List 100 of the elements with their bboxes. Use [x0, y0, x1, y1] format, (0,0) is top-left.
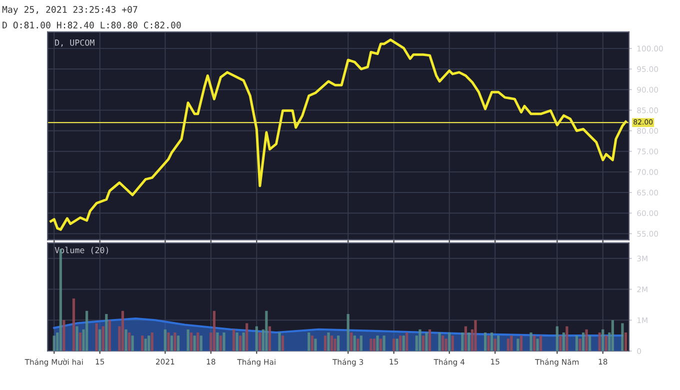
bar: [164, 329, 166, 351]
bar: [128, 332, 131, 351]
bar: [85, 310, 88, 351]
bar: [212, 310, 216, 351]
bar: [131, 336, 134, 351]
bar: [575, 336, 578, 351]
bar: [621, 323, 624, 351]
bar: [372, 338, 376, 351]
bar: [562, 332, 565, 351]
bar: [520, 336, 523, 351]
bar: [490, 332, 494, 351]
bar: [200, 336, 202, 351]
bar: [428, 329, 432, 351]
bar: [239, 336, 242, 351]
bar: [246, 323, 248, 351]
bar: [532, 336, 536, 351]
bar: [497, 336, 500, 351]
bar: [602, 329, 604, 351]
bar: [216, 332, 219, 351]
bar: [150, 332, 154, 351]
bar: [566, 326, 568, 351]
bar: [406, 332, 408, 351]
bar: [438, 332, 441, 351]
bar: [281, 336, 284, 351]
bar: [556, 326, 558, 351]
bar: [418, 329, 422, 351]
bar: [78, 332, 82, 351]
bar: [102, 326, 104, 351]
text: D, UPCOM: [55, 39, 94, 47]
bar: [334, 338, 336, 351]
bar: [52, 336, 56, 351]
text: D O:81.00 H:82.40 L:80.80 C:82.00: [2, 22, 181, 28]
bar: [242, 332, 245, 351]
bar: [310, 336, 314, 351]
bar: [598, 332, 601, 351]
bar: [255, 326, 258, 351]
bar: [170, 336, 174, 351]
bar: [376, 336, 379, 351]
line-series: [50, 38, 627, 231]
bar: [232, 329, 236, 351]
bar: [219, 336, 222, 351]
bar: [510, 336, 513, 351]
bar: [379, 338, 382, 351]
bar: [444, 338, 448, 351]
bar: [236, 332, 238, 351]
bar: [314, 338, 317, 351]
bar: [108, 320, 111, 351]
bar: [530, 332, 532, 351]
bar: [196, 332, 200, 351]
bar: [72, 298, 76, 351]
bar: [392, 338, 396, 351]
bar: [585, 329, 588, 351]
bar: [422, 336, 425, 351]
text: May 25, 2021 23:25:43 +07: [2, 6, 138, 15]
bar: [399, 336, 402, 351]
bar: [370, 338, 372, 351]
bar: [464, 326, 467, 351]
bar: [336, 336, 340, 351]
bar: [95, 323, 98, 351]
bar: [190, 332, 193, 351]
bar: [402, 336, 405, 351]
bar: [330, 336, 334, 351]
bar: [258, 332, 262, 351]
bar: [144, 338, 147, 351]
bar: [604, 336, 608, 351]
bar: [193, 336, 196, 351]
bar: [451, 336, 454, 351]
bar: [98, 329, 102, 351]
bar: [559, 336, 562, 351]
bar: [222, 332, 226, 351]
bar: [487, 336, 490, 351]
bar: [62, 320, 66, 351]
bar: [494, 338, 496, 351]
bar: [167, 332, 170, 351]
bar: [265, 310, 268, 351]
bar: [174, 332, 176, 351]
bar: [124, 329, 128, 351]
bar: [624, 332, 628, 351]
bar: [474, 320, 477, 351]
bar: [396, 338, 398, 351]
bar: [461, 332, 464, 351]
bar: [382, 336, 386, 351]
bar: [516, 338, 520, 351]
bar: [350, 332, 353, 351]
bar: [121, 310, 124, 351]
bar: [356, 338, 360, 351]
bar: [588, 336, 592, 351]
bar: [148, 336, 150, 351]
bar: [353, 336, 356, 351]
bar: [578, 338, 582, 351]
bar: [360, 336, 362, 351]
bar: [448, 332, 451, 351]
bar: [186, 329, 190, 351]
bar: [425, 332, 428, 351]
bar: [141, 336, 144, 351]
bar: [278, 332, 281, 351]
bar: [540, 336, 542, 351]
bar: [308, 332, 310, 351]
bar: [76, 326, 78, 351]
bar: [268, 326, 272, 351]
